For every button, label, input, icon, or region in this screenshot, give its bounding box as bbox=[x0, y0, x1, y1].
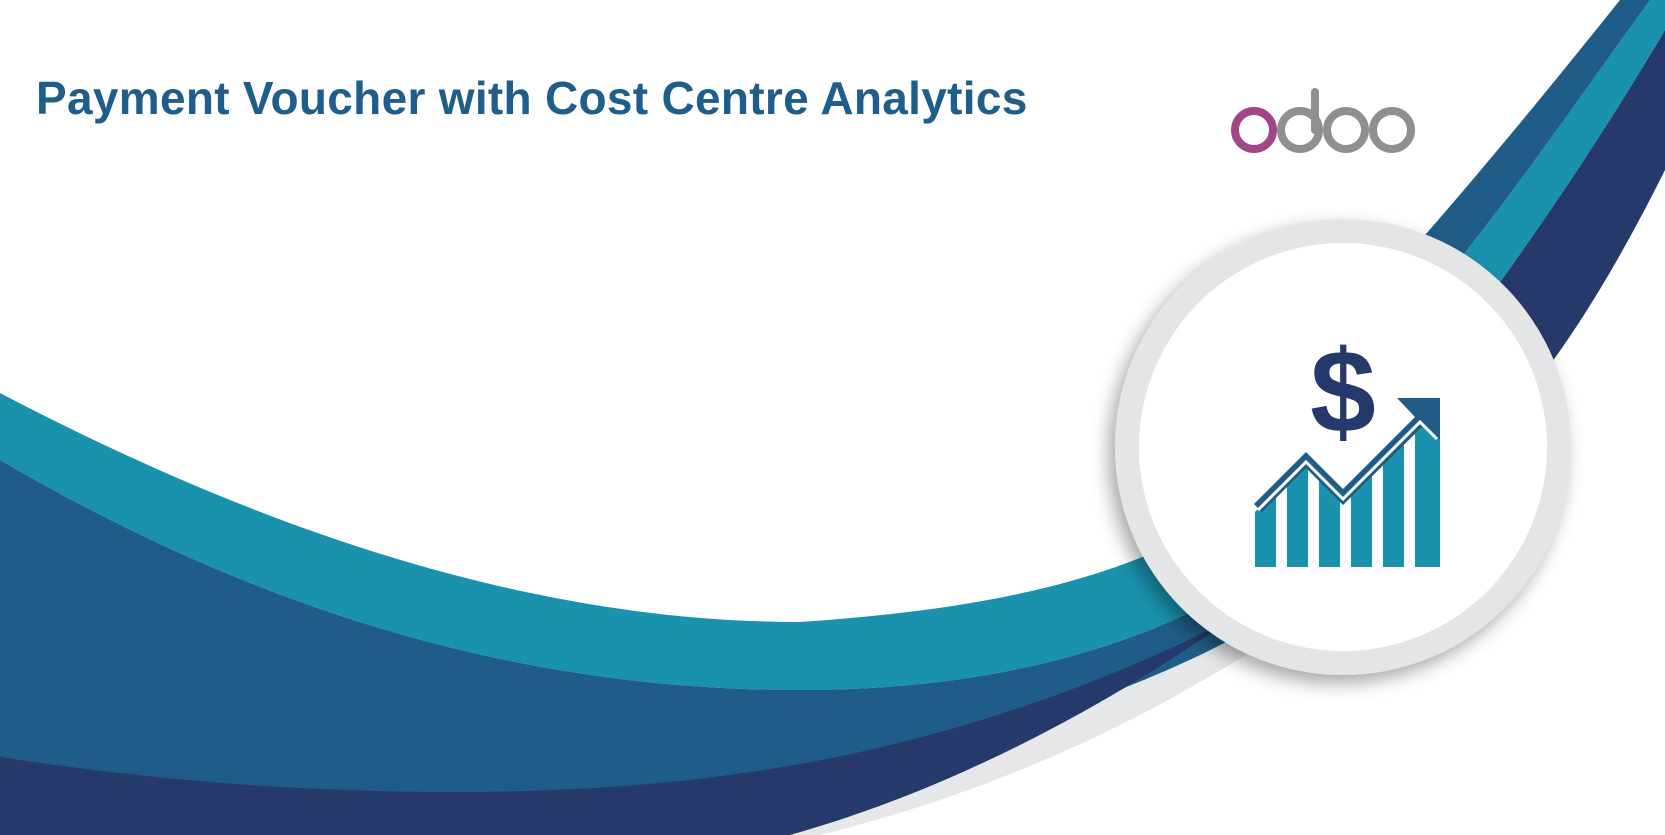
chart-ring bbox=[1115, 219, 1571, 675]
dollar-symbol: $ bbox=[1310, 326, 1376, 458]
teal-wave bbox=[0, 393, 1250, 690]
navy-wave bbox=[0, 620, 1230, 835]
logo-letter-o-2 bbox=[1323, 107, 1369, 153]
logo-letter-o-1 bbox=[1231, 107, 1277, 153]
chart-bars bbox=[1255, 420, 1440, 567]
blue-wave bbox=[0, 460, 1250, 800]
page-title: Payment Voucher with Cost Centre Analyti… bbox=[36, 72, 1028, 124]
logo-letter-o-3 bbox=[1369, 107, 1415, 153]
dollar-growth-chart-icon: $ bbox=[1254, 326, 1440, 567]
odoo-logo bbox=[1231, 88, 1415, 153]
trend-arrow bbox=[1254, 398, 1440, 512]
